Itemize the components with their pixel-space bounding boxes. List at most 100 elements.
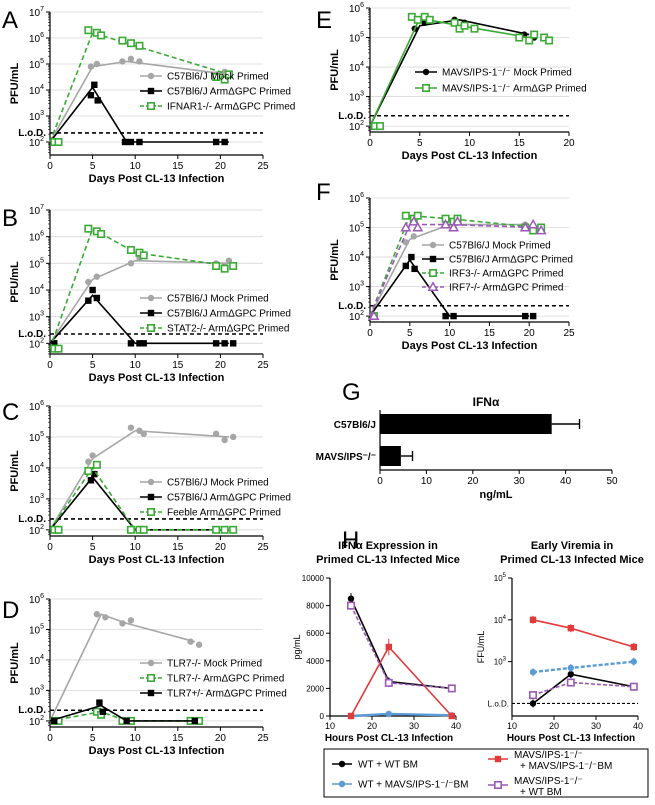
y-tick-label: 104	[349, 251, 364, 264]
series-3	[368, 215, 547, 321]
data-point	[410, 233, 417, 240]
x-tick-label: 50	[606, 476, 618, 487]
y-tick-label: 106	[29, 400, 44, 413]
data-point	[212, 340, 220, 347]
data-point	[529, 312, 537, 320]
data-point	[87, 63, 95, 70]
data-point	[147, 309, 155, 317]
data-point	[528, 691, 537, 700]
data-point	[139, 251, 148, 260]
series-line	[532, 673, 634, 705]
legend-label: + WT BM	[520, 787, 562, 798]
legend-label: Feeble ArmΔGPC Primed	[167, 508, 281, 519]
legend-label: IRF3-/- ArmΔGPC Primed	[449, 269, 563, 280]
y-tick-label: 106	[349, 192, 364, 205]
y-axis-label: pg/mL	[292, 634, 302, 659]
series-2	[49, 699, 199, 725]
y-tick-label: 105	[349, 222, 364, 235]
series-line	[350, 645, 453, 717]
data-point	[147, 493, 155, 501]
y-tick-label: 104	[29, 284, 44, 297]
series-0	[529, 670, 637, 708]
y-axis-label: PFU/mL	[9, 642, 21, 684]
x-tick-label: 10	[507, 721, 517, 731]
series-line	[49, 466, 229, 531]
bar	[380, 446, 401, 466]
x-axis-label: Days Post CL-13 Infection	[402, 150, 538, 162]
data-point	[140, 340, 147, 347]
data-point	[452, 215, 464, 226]
data-point	[400, 221, 412, 232]
x-tick-label: 5	[90, 733, 96, 744]
series-line	[369, 17, 530, 127]
y-tick-label: 105	[29, 623, 44, 636]
y-tick-label: 6000	[306, 629, 324, 638]
data-point	[566, 678, 575, 687]
x-tick-label: 0	[367, 138, 373, 149]
x-tick-label: 25	[257, 161, 269, 172]
series-2	[49, 224, 238, 353]
chart-title: IFNα	[473, 395, 500, 409]
y-tick-label: 105	[29, 431, 44, 444]
y-axis-label: PFU/mL	[9, 62, 21, 104]
y-tick-label: 107	[29, 6, 44, 19]
panel-letter-C: C	[2, 399, 19, 426]
data-point	[127, 260, 135, 267]
data-point	[139, 525, 148, 534]
data-point	[147, 102, 156, 111]
data-point	[229, 340, 237, 347]
data-point	[94, 97, 101, 104]
data-point	[135, 41, 144, 50]
data-point	[428, 268, 437, 277]
y-tick-label: 102	[349, 120, 364, 133]
panel-D: 102 103 104 105 106 0 5 10 15 20 25 Days Post CL-13…	[9, 593, 287, 757]
x-tick-label: 10	[444, 328, 456, 339]
legend-label: MAVS/IPS-1⁻/⁻	[514, 776, 583, 787]
data-point	[123, 717, 130, 725]
legend-label: WT + WT BM	[358, 760, 418, 771]
panel-F: 102 103 104 105 106 0 5 10 15 20 25 Days Post CL-13…	[329, 192, 575, 352]
series-line	[350, 605, 452, 690]
x-axis-label: ng/mL	[480, 489, 513, 501]
series-line	[532, 619, 635, 648]
data-point	[401, 211, 410, 220]
x-axis-label: Days Post CL-13 Infection	[402, 340, 538, 352]
chart-title: Primed CL-13 Infected Mice	[500, 554, 644, 566]
data-point	[442, 312, 449, 320]
y-axis-label: PFU/mL	[329, 239, 341, 281]
series-line	[49, 60, 230, 143]
y-tick-label: 102	[29, 524, 44, 537]
data-point	[212, 525, 221, 534]
data-point	[136, 138, 143, 146]
x-tick-label: 20	[467, 476, 479, 487]
y-tick-label: 103	[349, 91, 364, 104]
x-tick-label: 25	[257, 360, 269, 371]
data-point	[493, 780, 502, 789]
y-axis-label: FFU/mL	[476, 631, 486, 664]
data-point	[93, 294, 101, 302]
series-3	[528, 678, 638, 700]
data-point	[92, 460, 101, 469]
data-point	[429, 241, 437, 249]
x-tick-label: 40	[451, 721, 461, 731]
data-point	[85, 278, 92, 286]
data-point	[494, 755, 502, 763]
data-point	[629, 682, 638, 691]
legend-label: TLR7+/- ArmΔGPC Primed	[167, 689, 287, 700]
data-point	[127, 138, 135, 146]
data-point	[338, 760, 346, 768]
y-tick-label: 4000	[306, 657, 324, 666]
y-tick-label: 103	[29, 493, 44, 506]
x-tick-label: 5	[90, 161, 96, 172]
legend-label: C57Bl6/J Mock Primed	[167, 478, 269, 489]
data-point	[136, 340, 143, 347]
x-axis-label: Hours Post CL-13 Infection	[325, 733, 453, 744]
x-tick-label: 20	[215, 161, 227, 172]
y-tick-label: 8000	[306, 602, 324, 611]
y-tick-label: 106	[29, 231, 44, 244]
data-point	[102, 614, 109, 621]
x-tick-label: 10	[130, 542, 142, 553]
legend-label: C57Bl6/J ArmΔGPC Primed	[167, 309, 291, 320]
series-0	[49, 55, 230, 146]
x-tick-label: 15	[172, 161, 184, 172]
